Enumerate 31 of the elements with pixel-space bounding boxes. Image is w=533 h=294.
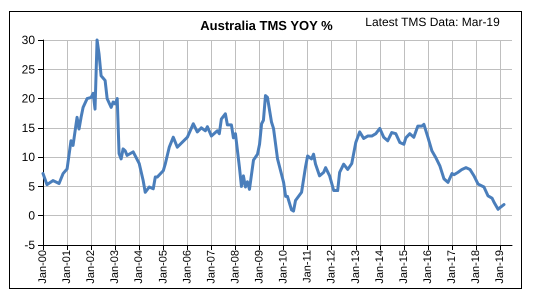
line-series [42,38,506,213]
y-tick-label: 10 [22,150,36,164]
x-tick-label: Jan-08 [229,250,242,284]
x-tick-label: Jan-18 [470,250,482,284]
x-tick-label: Jan-00 [37,250,49,284]
x-tick-label: Jan-01 [61,250,74,284]
x-tick-label: Jan-16 [422,250,434,284]
y-tick-label: 15 [22,120,36,135]
x-tick-label: Jan-14 [374,250,386,284]
x-tick-label: Jan-13 [350,250,362,284]
y-tick-label: 25 [22,62,36,76]
y-tick-label: -5 [24,238,36,252]
y-tick-label: 5 [28,179,36,194]
x-tick-label: Jan-15 [398,250,410,284]
y-tick-label: 0 [28,208,36,223]
y-tick-label: 20 [22,92,36,106]
x-tick-label: Jan-17 [446,250,458,284]
x-tick-label: Jan-03 [109,250,122,284]
x-tick-label: Jan-12 [326,250,338,284]
x-tick-label: Jan-11 [302,250,314,283]
x-tick-label: Jan-02 [85,250,98,284]
x-tick-label: Jan-19 [494,250,506,284]
y-tick-label: 30 [22,33,36,47]
x-tick-label: Jan-04 [133,250,146,284]
x-tick-label: Jan-06 [181,250,194,284]
x-tick-label: Jan-07 [205,250,218,284]
x-tick-label: Jan-10 [278,250,290,284]
text: Latest TMS Data: Mar-19 [365,15,500,29]
x-tick-label: Jan-05 [157,250,170,284]
chart-title: Australia TMS YOY % [200,18,334,33]
x-tick-label: Jan-09 [254,250,266,284]
